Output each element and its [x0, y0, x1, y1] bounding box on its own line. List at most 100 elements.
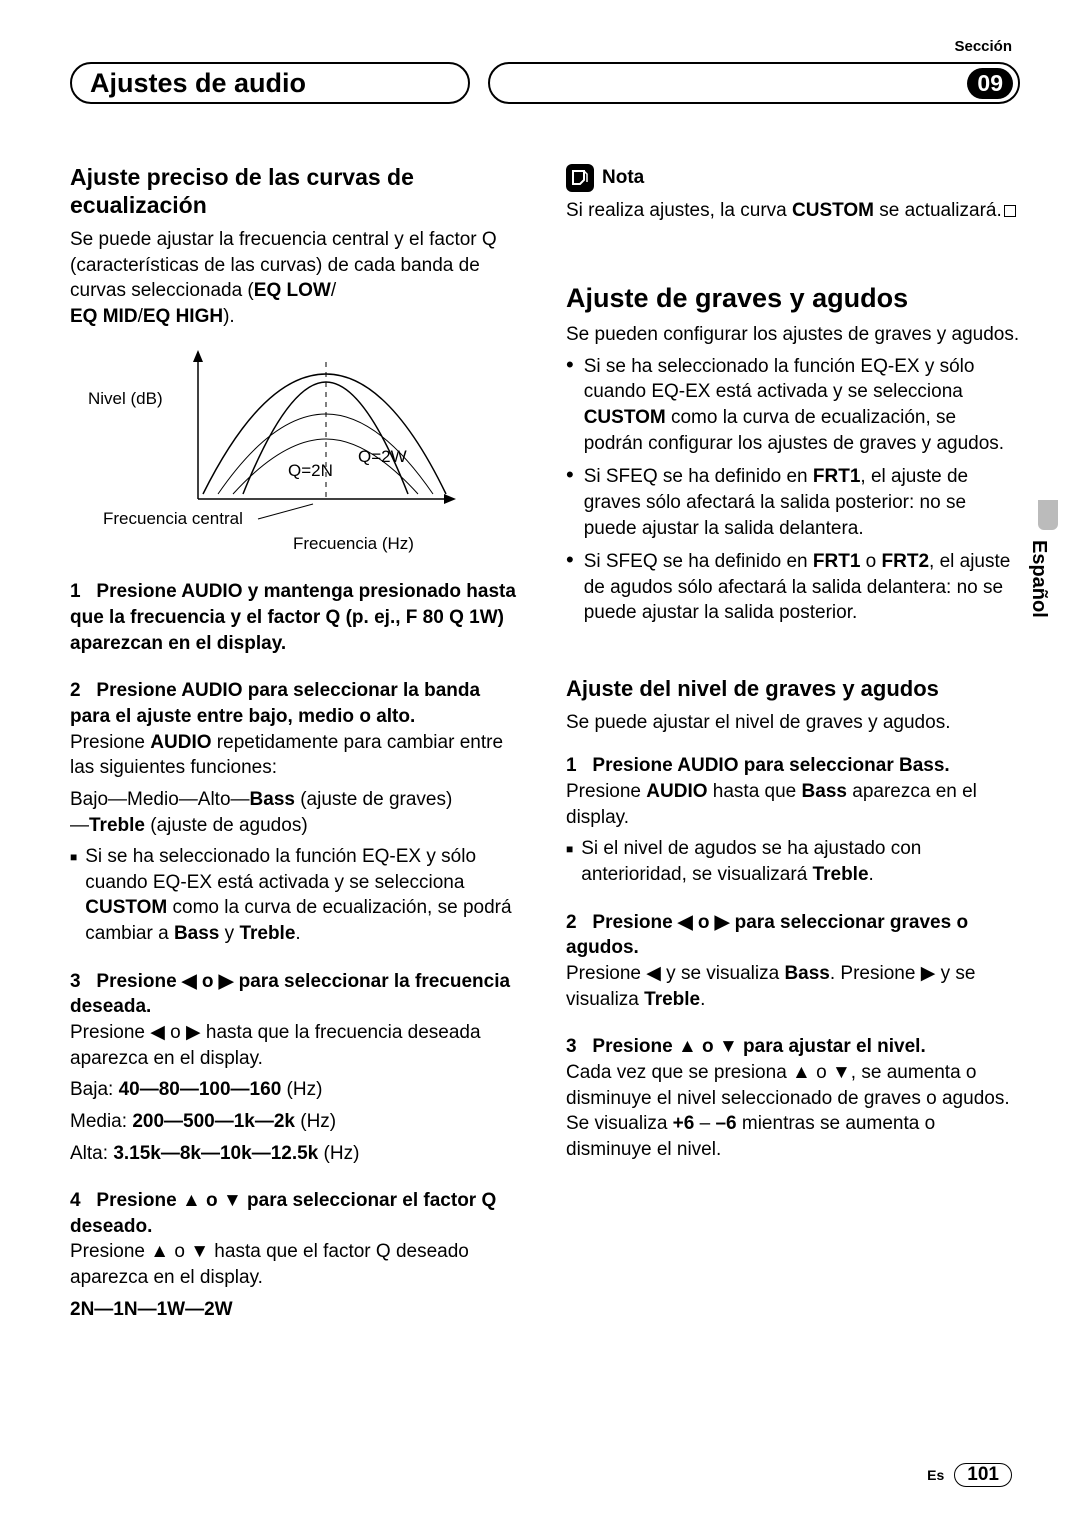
step-2-body: Presione AUDIO repetidamente para cambia… [70, 730, 524, 781]
arrows-lr-icon: ◀ o ▶ [150, 1022, 200, 1043]
t: EQ LOW [254, 280, 331, 301]
n: 4 [70, 1190, 81, 1211]
t: y [219, 923, 239, 944]
eq-curve-chart: Nivel (dB) Q=2N Q=2W Frecuencia central … [88, 344, 524, 562]
r-step-3-body: Cada vez que se presiona ▲ o ▼, se aumen… [566, 1060, 1020, 1163]
right-heading-2: Ajuste del nivel de graves y agudos [566, 674, 1020, 704]
t: Si se ha seleccionado la función EQ-EX y… [85, 846, 476, 893]
t: Presione [70, 732, 150, 753]
r-step-1-note: ■ Si el nivel de agudos se ha ajustado c… [566, 836, 1020, 887]
right-intro: Se pueden configurar los ajustes de grav… [566, 322, 1020, 348]
step-4-body: Presione ▲ o ▼ hasta que el factor Q des… [70, 1239, 524, 1290]
arrows-lr-icon: ◀ o ▶ [182, 971, 233, 992]
right-h2-intro: Se puede ajustar el nivel de graves y ag… [566, 710, 1020, 736]
step-2-seq: Bajo—Medio—Alto—Bass (ajuste de graves) … [70, 787, 524, 838]
r-step-1-body: Presione AUDIO hasta que Bass aparezca e… [566, 779, 1020, 830]
t: Presione [96, 971, 182, 992]
t: 2N—1N—1W—2W [70, 1299, 233, 1320]
t: +6 [673, 1113, 695, 1134]
t: AUDIO [150, 732, 211, 753]
t: o [860, 551, 881, 572]
t: — [70, 815, 89, 836]
side-tab-bg [1038, 500, 1058, 530]
t: CUSTOM [792, 200, 874, 221]
t: Si SFEQ se ha definido en [584, 551, 813, 572]
note-icon [566, 164, 594, 192]
t: Presione [592, 1036, 678, 1057]
note-label: Nota [602, 165, 644, 191]
t: y se visualiza [661, 963, 785, 984]
t: (ajuste de graves) [295, 789, 452, 810]
arrows-ud-icon: ▲ o ▼ [182, 1190, 242, 1211]
t: Bajo—Medio—Alto— [70, 789, 250, 810]
section-number: 09 [967, 68, 1013, 99]
t: / [331, 280, 336, 301]
t: FRT1 [813, 551, 861, 572]
t: . [700, 989, 705, 1010]
t: EQ HIGH [143, 306, 223, 327]
t: (ajuste de agudos) [145, 815, 308, 836]
note-body: Si realiza ajustes, la curva CUSTOM se a… [566, 198, 1020, 224]
bullet-2: Si SFEQ se ha definido en FRT1, el ajust… [566, 464, 1020, 541]
t: Bass [250, 789, 295, 810]
square-bullet-icon: ■ [70, 844, 77, 947]
t: Si el nivel de agudos se ha ajustado con… [581, 836, 1020, 887]
arrows-ud-icon: ▲ o ▼ [792, 1062, 851, 1083]
right-column: Nota Si realiza ajustes, la curva CUSTOM… [566, 164, 1020, 1328]
t: AUDIO [646, 781, 707, 802]
arrows-ud-icon: ▲ o ▼ [678, 1036, 738, 1057]
chart-freq-hz: Frecuencia (Hz) [293, 534, 414, 553]
page-footer: Es 101 [927, 1463, 1012, 1487]
step-2-note: ■ Si se ha seleccionado la función EQ-EX… [70, 844, 524, 947]
chart-nivel-label: Nivel (dB) [88, 389, 163, 408]
arrows-ud-icon: ▲ o ▼ [150, 1241, 209, 1262]
step-3: 3 Presione ◀ o ▶ para seleccionar la fre… [70, 969, 524, 1020]
step-3-body: Presione ◀ o ▶ hasta que la frecuencia d… [70, 1020, 524, 1071]
t: Baja: [70, 1079, 119, 1100]
t: . [295, 923, 300, 944]
page-number: 101 [954, 1463, 1012, 1487]
freq-baja: Baja: 40—80—100—160 (Hz) [70, 1077, 524, 1103]
t: –6 [715, 1113, 736, 1134]
n: 1 [566, 755, 577, 776]
t: Bass [174, 923, 219, 944]
t: CUSTOM [584, 407, 666, 428]
t: (Hz) [318, 1143, 359, 1164]
right-bullets: Si se ha seleccionado la función EQ-EX y… [566, 354, 1020, 626]
step-2: 2 Presione AUDIO para seleccionar la ban… [70, 678, 524, 729]
footer-lang: Es [927, 1467, 944, 1483]
t: se actualizará. [874, 200, 1002, 221]
chart-q2w: Q=2W [358, 447, 407, 466]
freq-alta: Alta: 3.15k—8k—10k—12.5k (Hz) [70, 1141, 524, 1167]
arrow-left-icon: ◀ [646, 963, 661, 984]
t: . [869, 864, 874, 885]
t: FRT2 [882, 551, 930, 572]
r-step-2-body: Presione ◀ y se visualiza Bass. Presione… [566, 961, 1020, 1012]
t: Media: [70, 1111, 132, 1132]
t: Si realiza ajustes, la curva [566, 200, 792, 221]
t: hasta que [708, 781, 802, 802]
square-bullet-icon: ■ [566, 836, 573, 887]
r-step-2: 2 Presione ◀ o ▶ para seleccionar graves… [566, 910, 1020, 961]
t: Presione AUDIO para seleccionar la banda… [70, 680, 480, 727]
t: Cada vez que se presiona [566, 1062, 792, 1083]
t: 40—80—100—160 [119, 1079, 282, 1100]
t: Presione AUDIO para seleccionar Bass. [592, 755, 949, 776]
t: EQ MID [70, 306, 138, 327]
t: Treble [89, 815, 145, 836]
r-step-1: 1 Presione AUDIO para seleccionar Bass. [566, 753, 1020, 779]
section-pill: 09 [488, 62, 1020, 104]
left-column: Ajuste preciso de las curvas de ecualiza… [70, 164, 524, 1328]
t: 200—500—1k—2k [132, 1111, 295, 1132]
t: Bass [802, 781, 847, 802]
t: Presione [96, 1190, 182, 1211]
t: para ajustar el nivel. [738, 1036, 926, 1057]
t: Presione AUDIO y mantenga presionado has… [70, 581, 516, 653]
freq-media: Media: 200—500—1k—2k (Hz) [70, 1109, 524, 1135]
left-intro: Se puede ajustar la frecuencia central y… [70, 227, 524, 330]
t: Presione [70, 1022, 150, 1043]
section-label: Sección [954, 38, 1012, 55]
q-sequence: 2N—1N—1W—2W [70, 1297, 524, 1323]
n: 2 [566, 912, 577, 933]
t: Si se ha seleccionado la función EQ-EX y… [584, 356, 975, 403]
